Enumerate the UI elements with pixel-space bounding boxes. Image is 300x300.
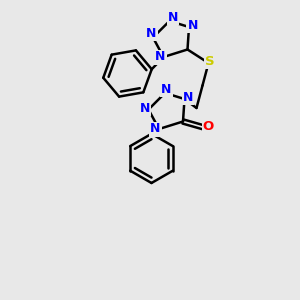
Text: O: O xyxy=(202,119,214,133)
Text: N: N xyxy=(140,101,150,115)
Text: N: N xyxy=(150,122,161,136)
Text: N: N xyxy=(161,83,172,96)
Text: N: N xyxy=(155,50,166,64)
Text: N: N xyxy=(188,19,198,32)
Text: S: S xyxy=(205,55,215,68)
Text: N: N xyxy=(146,27,157,40)
Text: N: N xyxy=(168,11,178,24)
Text: N: N xyxy=(183,91,193,104)
